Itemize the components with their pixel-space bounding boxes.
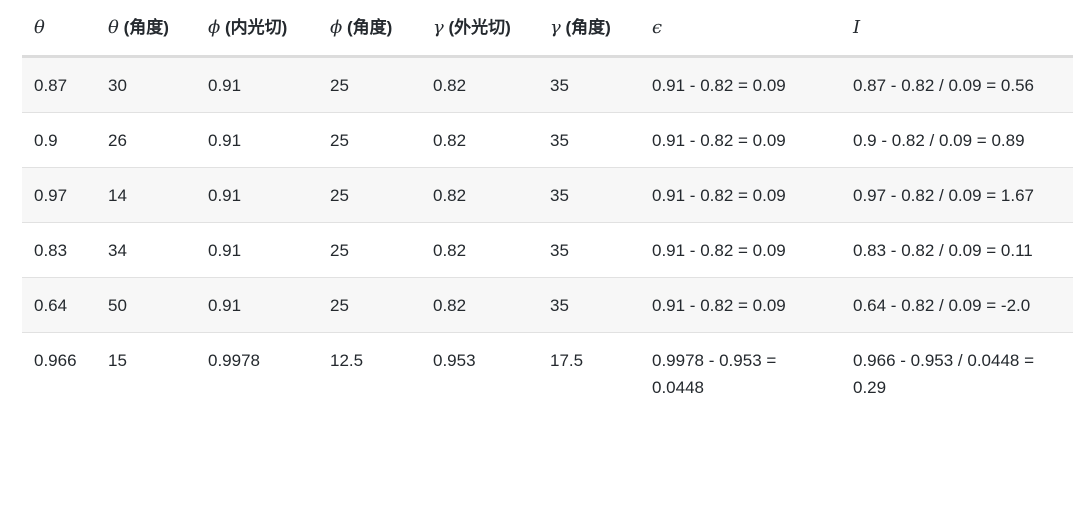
spotlight-intensity-table: θ θ (角度) ϕ (内光切) ϕ (角度) γ (外光切) γ (角度) ϵ…: [22, 14, 1073, 414]
cell-epsilon: 0.91 - 0.82 = 0.09: [640, 56, 841, 113]
cell-theta: 0.83: [22, 222, 96, 278]
header-phi-inner-cutoff: ϕ (内光切): [196, 14, 318, 58]
header-gamma-outer-cutoff: γ (外光切): [421, 14, 538, 58]
cell-gamma-angle: 35: [538, 222, 640, 278]
cell-gamma-angle: 17.5: [550, 351, 584, 370]
header-theta: θ: [22, 14, 96, 58]
header-phi-angle: ϕ (角度): [318, 14, 421, 58]
cell-phi: 0.91: [196, 56, 318, 113]
cell-phi-angle: 25: [318, 222, 421, 278]
cell-theta: 0.9: [22, 112, 96, 168]
cell-gamma: 0.953: [433, 351, 476, 370]
cell-theta-angle: 15: [108, 351, 127, 370]
cell-gamma-angle: 35: [538, 167, 640, 223]
cell-gamma-angle: 35: [538, 277, 640, 333]
cell-intensity: 0.97 - 0.82 / 0.09 = 1.67: [841, 167, 1073, 223]
table-row: 0.97 14 0.91 25 0.82 35 0.91 - 0.82 = 0.…: [22, 167, 1073, 223]
table-row: 0.83 34 0.91 25 0.82 35 0.91 - 0.82 = 0.…: [22, 222, 1073, 278]
cell-theta-angle: 26: [96, 112, 196, 168]
cell-theta: 0.97: [22, 167, 96, 223]
cell-phi: 0.91: [196, 277, 318, 333]
cell-gamma-angle: 35: [538, 112, 640, 168]
cell-intensity: 0.9 - 0.82 / 0.09 = 0.89: [841, 112, 1073, 168]
cell-theta: 0.64: [22, 277, 96, 333]
cell-phi-angle: 25: [318, 56, 421, 113]
cell-gamma-angle: 35: [538, 56, 640, 113]
cell-theta: 0.966: [34, 351, 77, 370]
cell-phi-angle: 12.5: [330, 351, 364, 370]
cell-epsilon: 0.91 - 0.82 = 0.09: [640, 112, 841, 168]
cell-phi: 0.91: [196, 112, 318, 168]
cell-gamma: 0.82: [421, 222, 538, 278]
cell-gamma: 0.82: [421, 56, 538, 113]
cell-intensity: 0.966 - 0.953 / 0.0448 = 0.29: [853, 351, 1035, 397]
table-row: 0.966 15 0.9978 12.5 0.953 17.5 0.9978 -…: [22, 333, 1073, 415]
header-theta-angle: θ (角度): [96, 14, 196, 58]
cell-theta-angle: 34: [96, 222, 196, 278]
cell-epsilon: 0.9978 - 0.953 = 0.0448: [652, 351, 777, 397]
cell-theta-angle: 50: [96, 277, 196, 333]
table-row: 0.87 30 0.91 25 0.82 35 0.91 - 0.82 = 0.…: [22, 56, 1073, 113]
table-row: 0.64 50 0.91 25 0.82 35 0.91 - 0.82 = 0.…: [22, 277, 1073, 333]
data-table-container: θ θ (角度) ϕ (内光切) ϕ (角度) γ (外光切) γ (角度) ϵ…: [22, 14, 1073, 414]
table-row: 0.9 26 0.91 25 0.82 35 0.91 - 0.82 = 0.0…: [22, 112, 1073, 168]
cell-phi-angle: 25: [318, 167, 421, 223]
cell-epsilon: 0.91 - 0.82 = 0.09: [640, 222, 841, 278]
header-gamma-angle: γ (角度): [538, 14, 640, 58]
cell-phi: 0.91: [196, 222, 318, 278]
cell-gamma: 0.82: [421, 277, 538, 333]
cell-theta-angle: 30: [96, 56, 196, 113]
cell-intensity: 0.83 - 0.82 / 0.09 = 0.11: [841, 222, 1073, 278]
cell-epsilon: 0.91 - 0.82 = 0.09: [640, 167, 841, 223]
cell-phi-angle: 25: [318, 277, 421, 333]
cell-theta-angle: 14: [96, 167, 196, 223]
cell-phi: 0.9978: [208, 351, 260, 370]
header-epsilon: ϵ: [640, 14, 841, 58]
cell-gamma: 0.82: [421, 167, 538, 223]
header-row: θ θ (角度) ϕ (内光切) ϕ (角度) γ (外光切) γ (角度) ϵ…: [22, 14, 1073, 58]
cell-phi-angle: 25: [318, 112, 421, 168]
cell-intensity: 0.87 - 0.82 / 0.09 = 0.56: [841, 56, 1073, 113]
cell-epsilon: 0.91 - 0.82 = 0.09: [640, 277, 841, 333]
cell-intensity: 0.64 - 0.82 / 0.09 = -2.0: [841, 277, 1073, 333]
cell-phi: 0.91: [196, 167, 318, 223]
cell-gamma: 0.82: [421, 112, 538, 168]
header-intensity: I: [841, 14, 1073, 58]
cell-theta: 0.87: [22, 56, 96, 113]
